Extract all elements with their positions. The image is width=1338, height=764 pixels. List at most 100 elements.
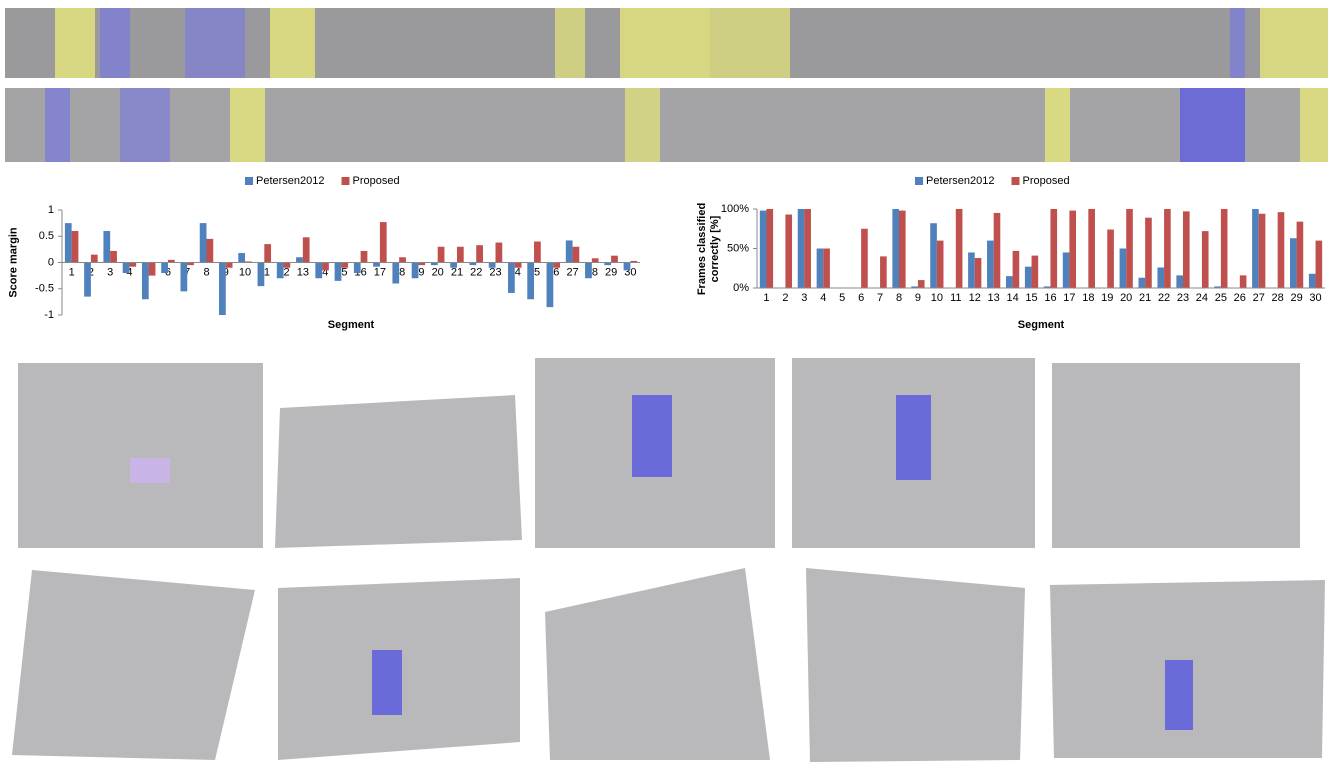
x-tick-label: 6 [858, 292, 864, 304]
legend-label: Proposed [353, 175, 400, 187]
bar [123, 263, 130, 274]
bar [315, 263, 322, 279]
x-tick-label: 29 [605, 266, 617, 278]
bar [284, 263, 291, 268]
x-tick-label: 26 [1234, 292, 1246, 304]
bar [91, 255, 98, 263]
bar [1088, 209, 1095, 288]
y-axis-title: Frames classified correctly [%] [696, 194, 722, 304]
bar [65, 223, 72, 262]
bar [1240, 275, 1247, 288]
bar [354, 263, 361, 274]
x-tick-label: 22 [470, 266, 482, 278]
bar [373, 263, 380, 267]
bar [1013, 251, 1020, 288]
bar [496, 243, 503, 263]
bar [399, 257, 406, 262]
bar [515, 263, 522, 268]
x-tick-label: 21 [451, 266, 463, 278]
bar [322, 263, 329, 271]
bar [1126, 209, 1133, 288]
bar [861, 229, 868, 288]
bar [412, 263, 419, 279]
x-tick-label: 27 [566, 266, 578, 278]
bar [438, 247, 445, 263]
x-tick-label: 17 [1063, 292, 1075, 304]
bar [1278, 212, 1285, 288]
bar [987, 241, 994, 288]
page: -1-0.500.5112345678910111213141516171819… [0, 0, 1338, 764]
bar [624, 263, 631, 271]
bar [956, 209, 963, 288]
bar [937, 241, 944, 288]
bar [547, 263, 554, 308]
bar [1176, 275, 1183, 288]
bar [611, 256, 618, 263]
x-tick-label: 7 [877, 292, 883, 304]
registered-frames [12, 358, 1325, 762]
bar [258, 263, 265, 287]
x-tick-label: 18 [1082, 292, 1094, 304]
y-axis-title: Score margin [8, 208, 21, 318]
x-tick-label: 9 [915, 292, 921, 304]
bar [1032, 256, 1039, 288]
y-tick-label: 0 [48, 256, 54, 268]
bar [994, 213, 1001, 288]
bar [1290, 238, 1297, 288]
bar [161, 263, 168, 274]
x-tick-label: 25 [1215, 292, 1227, 304]
legend-swatch [915, 177, 923, 185]
x-tick-label: 13 [297, 266, 309, 278]
x-tick-label: 14 [1006, 292, 1018, 304]
bar [573, 247, 580, 263]
x-tick-label: 17 [374, 266, 386, 278]
bar [508, 263, 515, 293]
charts: -1-0.500.5112345678910111213141516171819… [35, 175, 1325, 331]
bar [1025, 267, 1032, 288]
bar [72, 231, 79, 263]
bar [1050, 209, 1057, 288]
bar [1063, 252, 1070, 288]
bar [1202, 231, 1209, 288]
x-tick-label: 2 [782, 292, 788, 304]
bar [303, 237, 310, 262]
x-tick-label: 19 [1101, 292, 1113, 304]
bar [880, 256, 887, 288]
y-tick-label: 50% [727, 242, 749, 254]
bar [1006, 276, 1013, 288]
bar [760, 211, 767, 288]
legend-label: Proposed [1023, 175, 1070, 187]
y-tick-label: -1 [44, 309, 54, 321]
y-tick-label: 0.5 [39, 230, 54, 242]
y-tick-label: 1 [48, 204, 54, 216]
bar [1183, 211, 1190, 288]
bar [1120, 249, 1127, 289]
x-tick-label: 30 [1309, 292, 1321, 304]
bar [392, 263, 399, 284]
x-tick-label: 1 [763, 292, 769, 304]
bar [1069, 211, 1076, 288]
x-tick-label: 27 [1253, 292, 1265, 304]
bar [1309, 274, 1316, 288]
x-tick-label: 21 [1139, 292, 1151, 304]
bar [142, 263, 149, 300]
bar [129, 263, 136, 267]
bar [476, 245, 483, 262]
x-tick-label: 8 [203, 266, 209, 278]
bar [592, 258, 599, 262]
bar [534, 242, 541, 263]
x-tick-label: 12 [969, 292, 981, 304]
x-tick-label: 1 [69, 266, 75, 278]
bar [823, 249, 830, 289]
y-tick-label: 100% [721, 203, 749, 215]
bar [1145, 218, 1152, 288]
x-tick-label: 23 [489, 266, 501, 278]
x-tick-label: 3 [107, 266, 113, 278]
bar [180, 263, 187, 292]
bar [968, 252, 975, 288]
bar [785, 215, 792, 288]
bar [457, 247, 464, 263]
bar [804, 209, 811, 288]
bar [1221, 209, 1228, 288]
bar [277, 263, 284, 279]
